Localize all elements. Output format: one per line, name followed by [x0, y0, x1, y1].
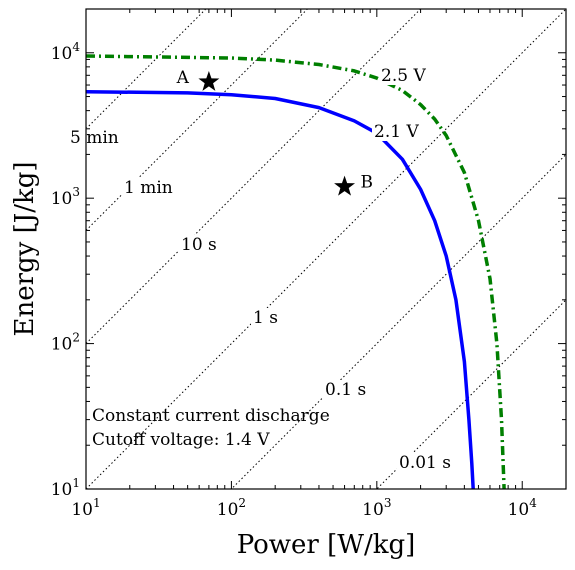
- time-constant-lines: [86, 9, 566, 489]
- time-line-label: 1 min: [124, 178, 173, 198]
- time-label-bg: [179, 235, 221, 255]
- series-layer: [86, 54, 506, 489]
- y-tick-label: 103: [51, 185, 80, 209]
- time-line: [230, 154, 566, 489]
- x-tick-label: 102: [217, 496, 246, 520]
- time-line-label: 10 s: [181, 235, 217, 255]
- x-axis-title: Power [W/kg]: [237, 530, 416, 560]
- series-label-bg: [372, 122, 426, 141]
- points-layer: AB: [176, 68, 373, 196]
- star-marker: [334, 175, 356, 196]
- time-label-bg: [122, 178, 174, 198]
- time-line-label: 1 s: [253, 308, 278, 328]
- series-line-1: [86, 54, 506, 489]
- x-tick-label: 104: [508, 496, 538, 520]
- time-line-label: 0.01 s: [399, 453, 451, 473]
- point-label: A: [176, 68, 190, 88]
- time-label-bg: [397, 453, 458, 473]
- series-label: 2.5 V: [381, 66, 426, 86]
- time-label-bg: [251, 308, 284, 328]
- time-line-label: 5 min: [70, 128, 119, 148]
- series-label: 2.1 V: [374, 122, 419, 142]
- time-label-bg: [68, 128, 120, 148]
- annotation-line-1: Constant current discharge: [92, 406, 330, 426]
- axis-ticks: 101 102 103 104 101 102 103 104: [51, 8, 567, 520]
- x-tick-label: 103: [362, 496, 391, 520]
- time-line: [86, 9, 566, 489]
- series-label-bg: [379, 66, 433, 85]
- time-line: [86, 9, 422, 344]
- time-line: [86, 9, 207, 130]
- annotation-line-2: Cutoff voltage: 1.4 V: [92, 430, 270, 450]
- y-tick-label: 104: [51, 40, 81, 64]
- time-line: [86, 9, 309, 231]
- star-marker: [198, 70, 220, 91]
- annotation-layer: 5 min 1 min 10 s 1 s 0.1 s 0.01 s 2.1 V 2.5 V: [68, 66, 458, 473]
- x-tick-label: 101: [71, 496, 100, 520]
- series-line-0: [86, 89, 475, 489]
- time-line-label: 0.1 s: [325, 380, 366, 400]
- point-label: B: [361, 173, 374, 193]
- y-tick-label: 101: [51, 476, 80, 500]
- y-tick-label: 102: [51, 331, 80, 355]
- plot-frame: [85, 8, 567, 490]
- y-axis-title: Energy [J/kg]: [10, 161, 40, 336]
- time-label-bg: [323, 380, 375, 400]
